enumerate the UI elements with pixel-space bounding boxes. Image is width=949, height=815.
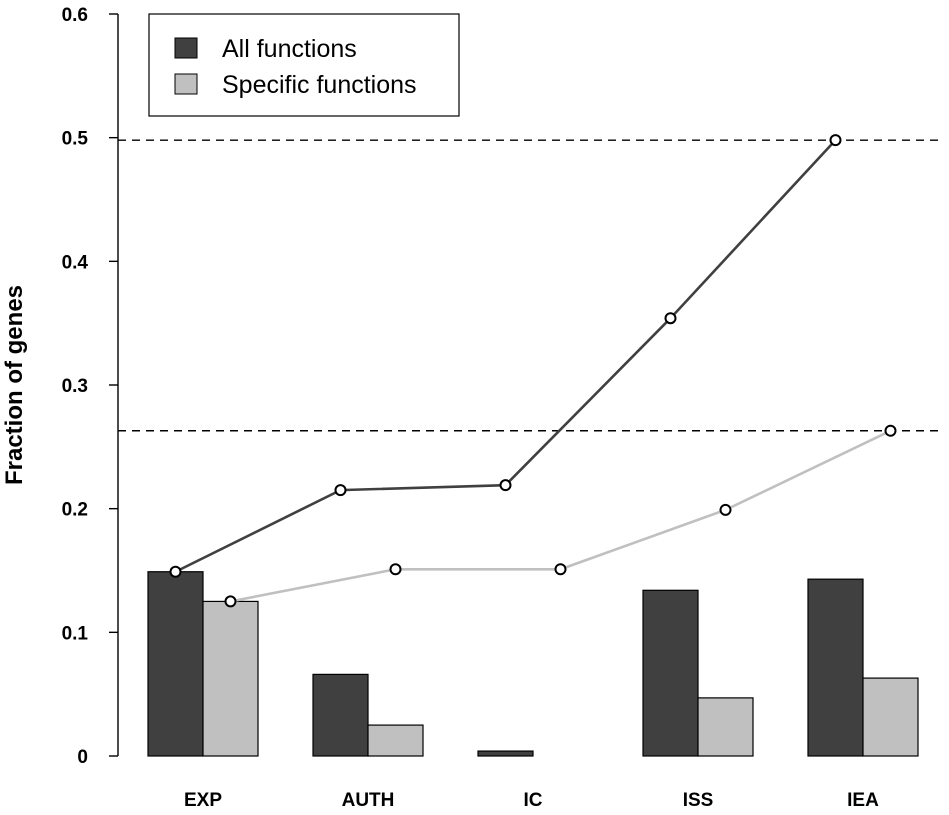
y-tick-label-6: 0.6 <box>62 5 88 26</box>
x-axis-labels: EXP AUTH IC ISS IEA <box>184 790 879 811</box>
bar-exp-1 <box>202 600 259 757</box>
x-tick-label-auth: AUTH <box>342 790 395 811</box>
cumulative-point-0-1 <box>334 484 347 497</box>
legend-label-1: Specific functions <box>222 71 417 99</box>
x-tick-label-iss: ISS <box>683 790 714 811</box>
bar-ic-0 <box>477 750 534 757</box>
y-tick-label-1: 0.1 <box>62 623 89 644</box>
bar-exp-0 <box>147 571 204 757</box>
y-axis-title: Fraction of genes <box>1 285 28 485</box>
y-tick-label-0: 0 <box>77 747 88 768</box>
y-tick-label-2: 0.2 <box>62 500 88 521</box>
legend: All functions Specific functions <box>148 13 460 117</box>
bar-iea-1 <box>862 677 919 757</box>
cumulative-point-0-3 <box>664 312 677 325</box>
y-tick-label-5: 0.5 <box>62 129 89 150</box>
x-tick-label-iea: IEA <box>847 790 879 811</box>
cumulative-line-0 <box>174 139 837 573</box>
y-tick-label-4: 0.4 <box>62 252 89 273</box>
cumulative-point-1-2 <box>554 563 567 576</box>
bar-iea-0 <box>807 578 864 757</box>
cumulative-point-0-0 <box>169 565 182 578</box>
legend-swatch-0 <box>174 37 198 59</box>
legend-label-0: All functions <box>222 35 357 63</box>
cumulative-line-1 <box>230 429 892 603</box>
cumulative-point-1-4 <box>884 424 897 437</box>
cumulative-lines <box>169 134 897 608</box>
legend-box <box>148 13 460 117</box>
x-tick-label-ic: IC <box>524 790 543 811</box>
bar-auth-1 <box>367 724 424 757</box>
bar-iss-1 <box>697 697 754 757</box>
y-tick-label-3: 0.3 <box>62 376 88 397</box>
cumulative-point-0-2 <box>499 479 512 492</box>
cumulative-point-1-3 <box>719 503 732 516</box>
x-tick-label-exp: EXP <box>184 790 222 811</box>
bar-iss-0 <box>642 589 699 757</box>
cumulative-point-1-1 <box>389 563 402 576</box>
bar-auth-0 <box>312 673 369 757</box>
cumulative-point-0-4 <box>829 134 842 147</box>
cumulative-point-1-0 <box>224 595 237 608</box>
legend-swatch-1 <box>174 73 198 95</box>
reference-lines <box>118 139 944 432</box>
y-axis: 0 0.1 0.2 0.3 0.4 0.5 0.6 <box>62 5 119 768</box>
bars <box>147 571 919 757</box>
